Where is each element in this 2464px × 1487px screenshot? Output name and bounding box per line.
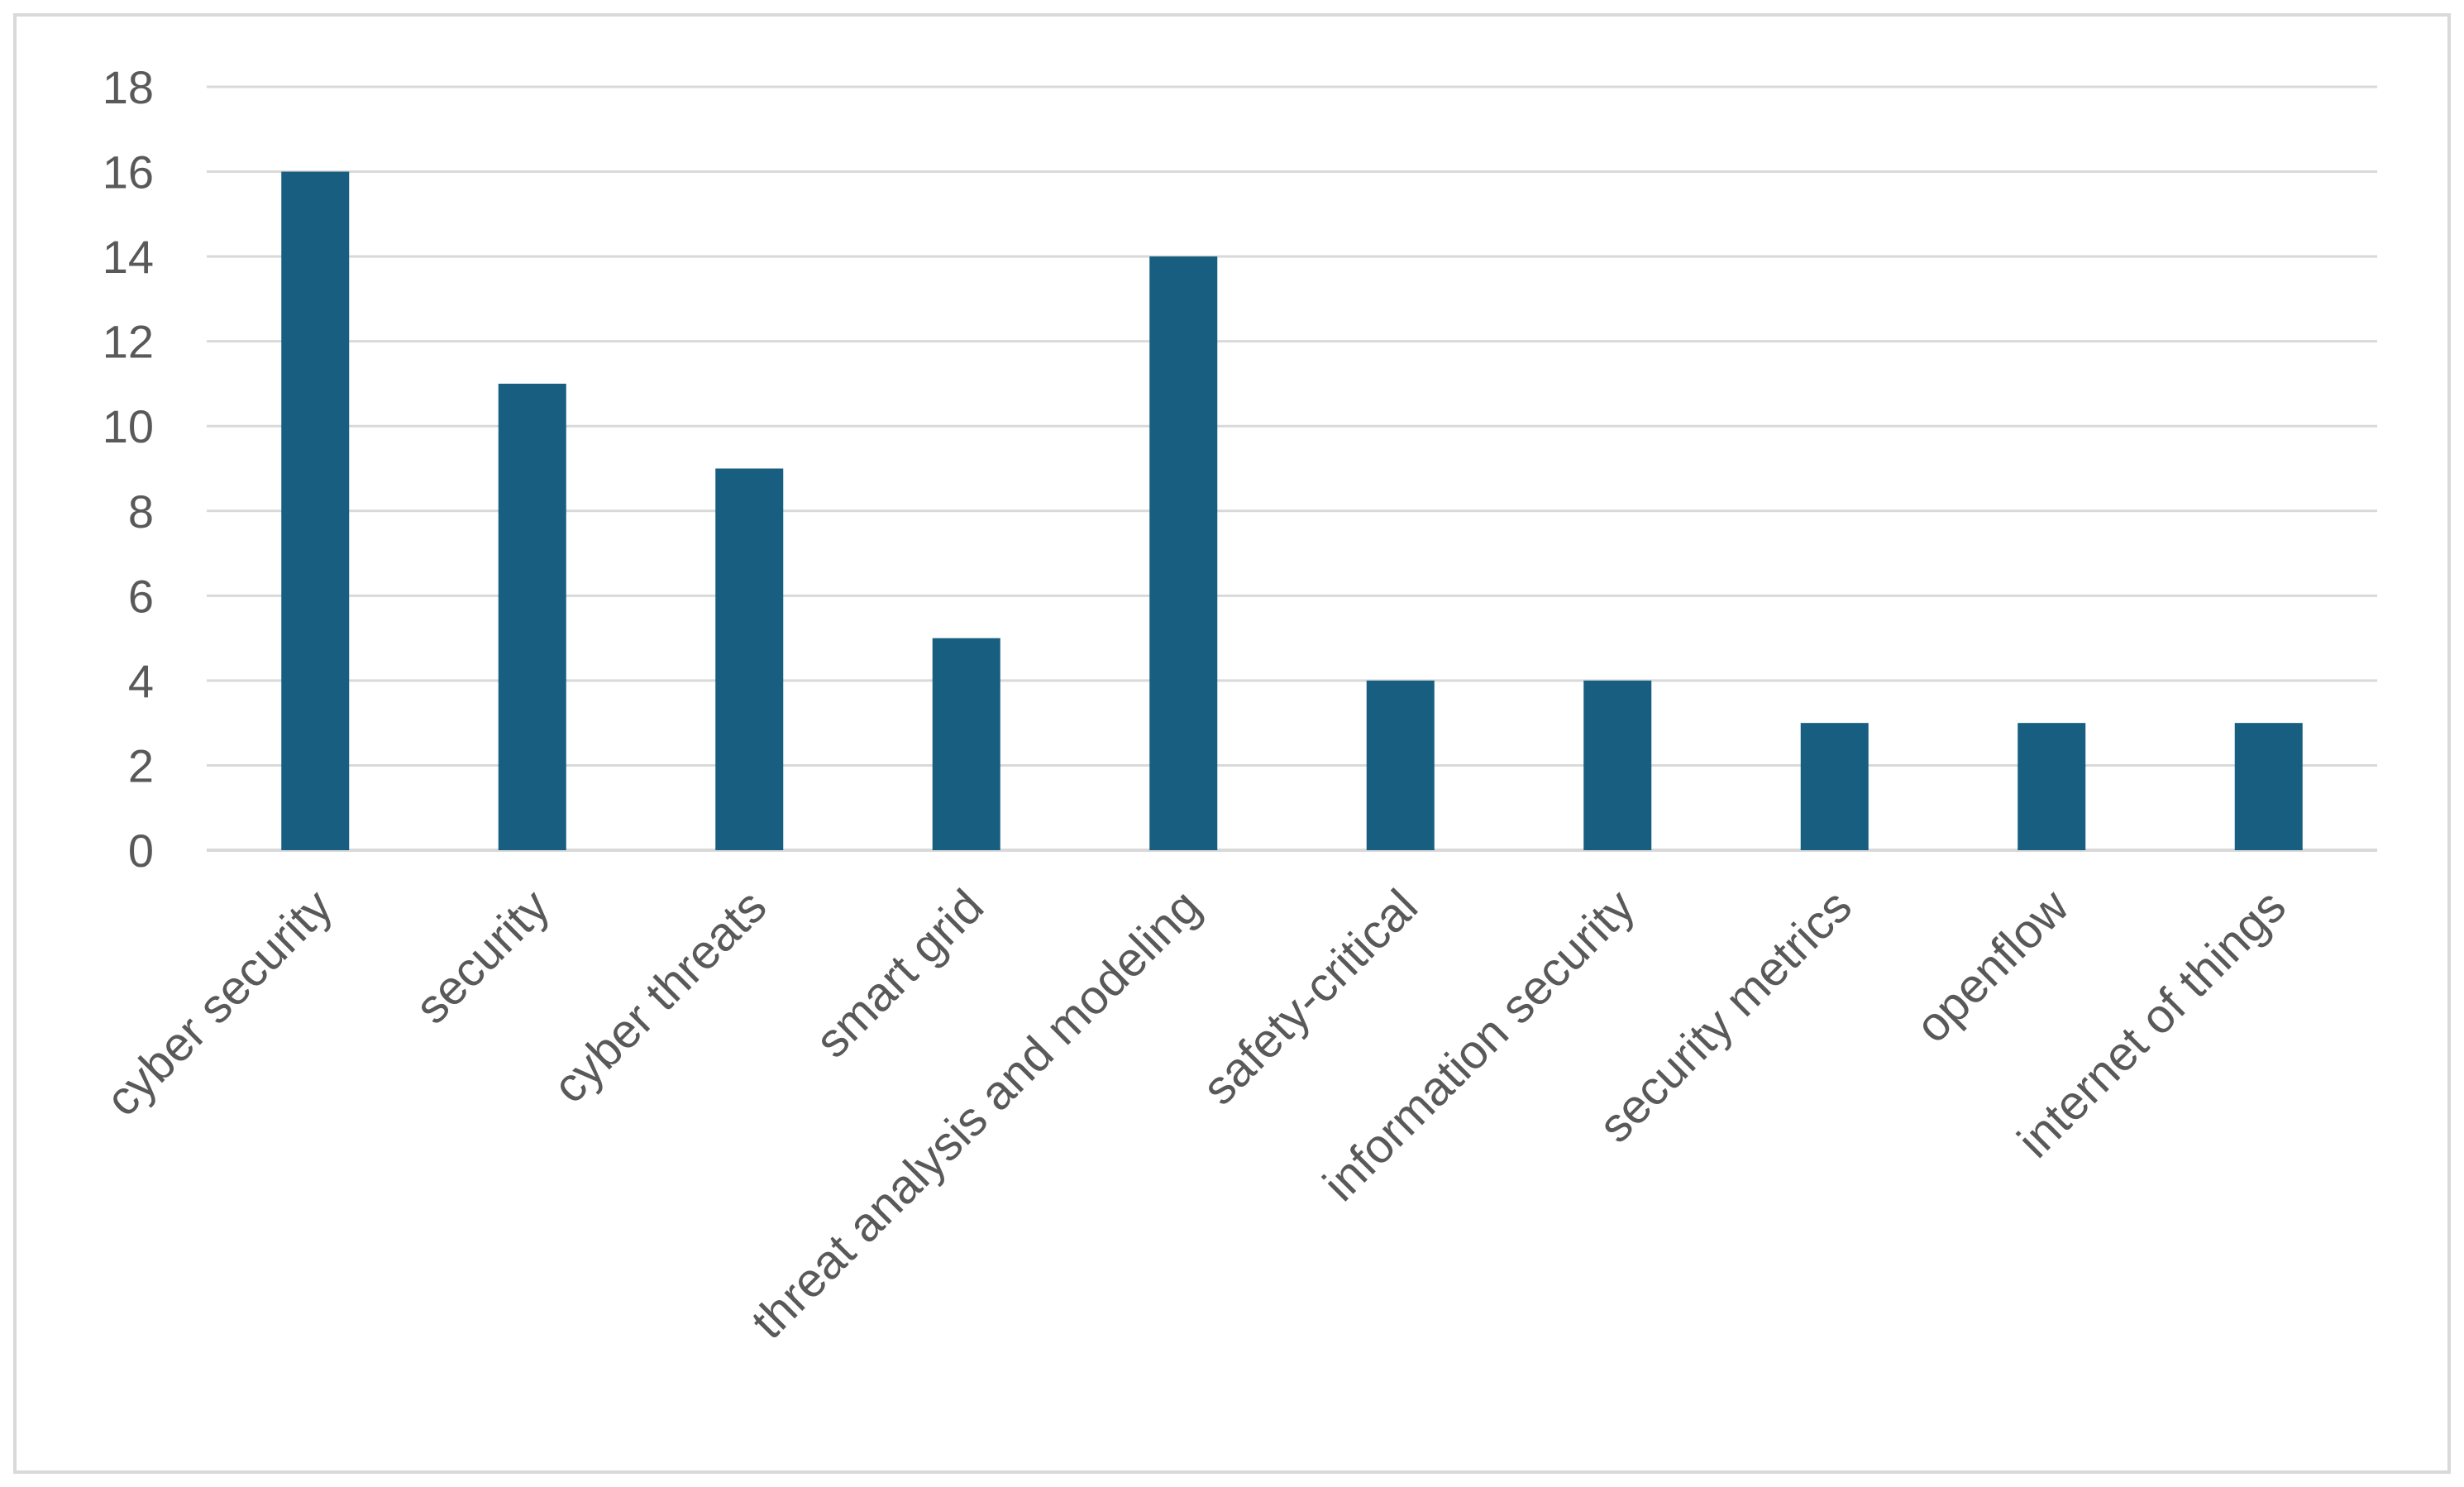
bar-threat-analysis-and-modeling bbox=[1149, 256, 1218, 851]
bars bbox=[281, 171, 2303, 851]
gridlines bbox=[207, 85, 2377, 852]
bar-internet-of-things bbox=[2234, 723, 2303, 850]
bar-cyber-threats bbox=[715, 468, 784, 850]
y-tick-label: 2 bbox=[128, 739, 154, 791]
y-tick-label: 8 bbox=[128, 485, 154, 538]
bar-safety-critical bbox=[1366, 680, 1435, 850]
y-tick-label: 10 bbox=[103, 400, 154, 452]
bar-smart-grid bbox=[932, 638, 1000, 850]
y-tick-label: 4 bbox=[128, 655, 154, 707]
y-tick-label: 6 bbox=[128, 570, 154, 622]
y-tick-label: 14 bbox=[103, 231, 154, 283]
y-tick-label: 16 bbox=[103, 146, 154, 198]
bar-openflow bbox=[2018, 723, 2086, 850]
y-tick-label: 18 bbox=[103, 61, 154, 113]
y-tick-label: 0 bbox=[128, 825, 154, 877]
bar-cyber-security bbox=[281, 171, 350, 851]
y-axis-tick-labels: 0 2 4 6 8 10 12 14 16 18 bbox=[103, 61, 154, 877]
bar-security-metrics bbox=[1800, 723, 1869, 850]
bar-security bbox=[498, 383, 566, 850]
y-tick-label: 12 bbox=[103, 316, 154, 368]
bar-information-security bbox=[1583, 680, 1652, 850]
